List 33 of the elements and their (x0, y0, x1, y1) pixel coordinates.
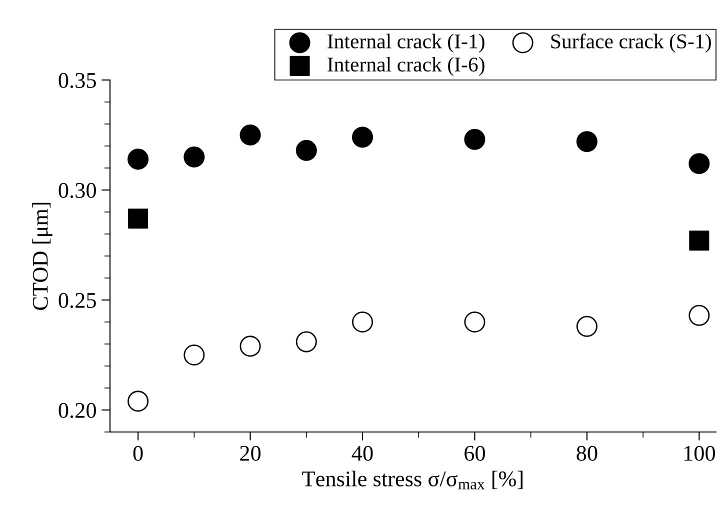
point (240, 124, 261, 146)
legend-label: Internal crack (I-6) (328, 56, 484, 76)
point (464, 311, 486, 333)
x-tick-label: 80 (576, 446, 598, 461)
point (688, 153, 710, 174)
point (352, 311, 374, 333)
point (128, 390, 149, 412)
point (464, 128, 486, 150)
x-tick-label: 40 (352, 446, 373, 461)
y-tick-label: 0.30 (58, 182, 96, 198)
x-tick-label: 100 (684, 446, 715, 461)
y-tick-label: 0.20 (58, 402, 96, 418)
x-axis-title: Tensile stress σ/σ$_{max}$ [%] (302, 470, 522, 490)
point (128, 148, 149, 170)
point (184, 146, 205, 168)
legend-label: Internal crack (I-1) (328, 34, 484, 53)
y-tick-label: 0.35 (58, 72, 96, 88)
legend-label: Surface crack (S-1) (551, 34, 711, 53)
x-tick-label: 60 (464, 446, 485, 461)
point (184, 344, 205, 366)
point (576, 316, 598, 337)
y-tick-label: 0.25 (58, 292, 96, 308)
point (128, 208, 148, 229)
point (688, 304, 710, 326)
point (296, 140, 317, 161)
point (352, 126, 374, 148)
x-tick-label: 20 (240, 446, 261, 461)
point (689, 230, 710, 251)
point (296, 331, 317, 352)
point (240, 336, 261, 357)
point (576, 131, 598, 152)
y-axis-title: CTOD [μm] (32, 202, 52, 310)
x-tick-label: 0 (133, 446, 143, 461)
